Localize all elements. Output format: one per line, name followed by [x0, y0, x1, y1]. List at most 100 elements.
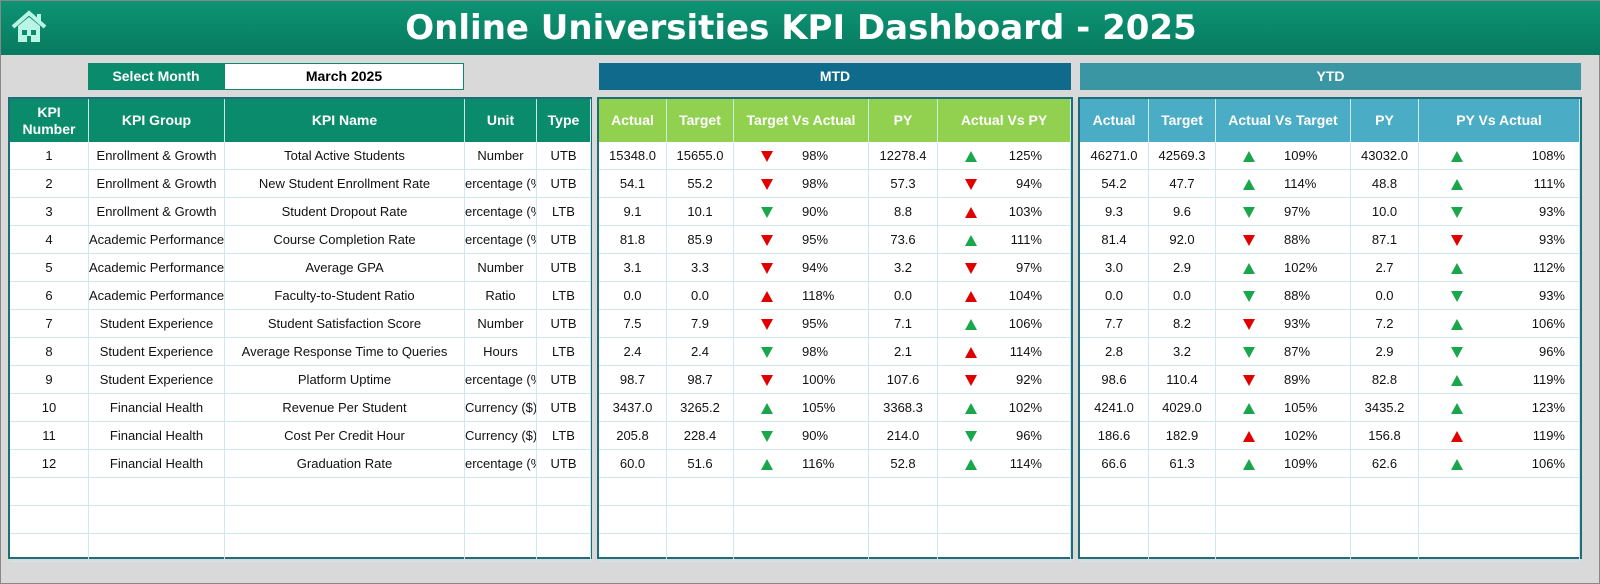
- percent-value: 111%: [1533, 176, 1565, 191]
- triangle-down-icon: [761, 375, 773, 386]
- percent-value: 97%: [1284, 204, 1311, 219]
- table-cell: 119%: [1419, 422, 1580, 450]
- triangle-down-icon: [1451, 207, 1463, 218]
- triangle-up-icon: [965, 459, 977, 470]
- table-cell: 96%: [1419, 338, 1580, 366]
- table-cell: 114%: [938, 338, 1071, 366]
- empty-cell: [1149, 506, 1216, 534]
- percent-value: 97%: [1015, 260, 1042, 275]
- table-cell: 102%: [1216, 254, 1351, 282]
- table-cell: 0.0: [1080, 282, 1149, 310]
- triangle-up-icon: [1451, 319, 1463, 330]
- kpi-info-table: KPI Number KPI Group KPI Name Unit Type 1 Enro…: [8, 97, 592, 562]
- triangle-up-icon: [761, 459, 773, 470]
- table-cell: Academic Performance: [89, 226, 225, 254]
- table-cell: Total Active Students: [225, 142, 465, 170]
- table-cell: Student Experience: [89, 338, 225, 366]
- triangle-up-icon: [965, 151, 977, 162]
- empty-cell: [599, 506, 667, 534]
- select-month-label: Select Month: [88, 63, 224, 90]
- table-cell: Student Experience: [89, 366, 225, 394]
- table-cell: 9.3: [1080, 198, 1149, 226]
- table-cell: UTB: [537, 142, 591, 170]
- home-icon[interactable]: [9, 9, 49, 45]
- table-cell: UTB: [537, 254, 591, 282]
- table-cell: 0.0: [869, 282, 938, 310]
- percent-value: 123%: [1531, 400, 1565, 415]
- percent-value: 92%: [1015, 372, 1042, 387]
- table-cell: Student Dropout Rate: [225, 198, 465, 226]
- table-cell: 108%: [1419, 142, 1580, 170]
- empty-cell: [225, 506, 465, 534]
- triangle-down-icon: [965, 263, 977, 274]
- table-cell: 12: [10, 450, 89, 478]
- table-cell: LTB: [537, 422, 591, 450]
- table-cell: 7: [10, 310, 89, 338]
- triangle-down-icon: [761, 179, 773, 190]
- table-cell: 94%: [734, 254, 869, 282]
- percent-value: 90%: [802, 204, 829, 219]
- table-cell: 55.2: [667, 170, 734, 198]
- table-cell: 102%: [1216, 422, 1351, 450]
- table-cell: 10.1: [667, 198, 734, 226]
- triangle-down-icon: [761, 263, 773, 274]
- empty-cell: [734, 534, 869, 562]
- table-cell: Currency ($): [465, 422, 537, 450]
- table-cell: Number: [465, 254, 537, 282]
- triangle-up-icon: [1451, 375, 1463, 386]
- triangle-down-icon: [1451, 235, 1463, 246]
- percent-value: 87%: [1284, 344, 1311, 359]
- percent-value: 88%: [1284, 232, 1311, 247]
- table-cell: 2.9: [1351, 338, 1419, 366]
- table-cell: 3.1: [599, 254, 667, 282]
- percent-value: 111%: [1010, 232, 1042, 247]
- table-cell: 7.9: [667, 310, 734, 338]
- table-cell: 88%: [1216, 226, 1351, 254]
- triangle-down-icon: [761, 319, 773, 330]
- percent-value: 94%: [1015, 176, 1042, 191]
- column-header: PY: [869, 99, 938, 142]
- table-cell: 2.1: [869, 338, 938, 366]
- table-cell: Financial Health: [89, 450, 225, 478]
- table-cell: ercentage (%: [465, 198, 537, 226]
- table-cell: Financial Health: [89, 422, 225, 450]
- table-cell: LTB: [537, 338, 591, 366]
- triangle-down-icon: [1243, 207, 1255, 218]
- triangle-down-icon: [1451, 291, 1463, 302]
- month-dropdown[interactable]: March 2025: [224, 63, 464, 90]
- percent-value: 93%: [1538, 288, 1565, 303]
- column-header: PY: [1351, 99, 1419, 142]
- column-header: Actual Vs PY: [938, 99, 1071, 142]
- triangle-down-icon: [1243, 347, 1255, 358]
- table-cell: 48.8: [1351, 170, 1419, 198]
- empty-cell: [869, 506, 938, 534]
- empty-cell: [869, 478, 938, 506]
- table-cell: 98%: [734, 338, 869, 366]
- table-cell: 9.6: [1149, 198, 1216, 226]
- table-cell: Revenue Per Student: [225, 394, 465, 422]
- table-cell: UTB: [537, 310, 591, 338]
- empty-cell: [599, 534, 667, 562]
- percent-value: 109%: [1284, 456, 1318, 471]
- column-header: KPI Group: [89, 99, 225, 142]
- table-cell: 0.0: [599, 282, 667, 310]
- table-cell: 93%: [1419, 198, 1580, 226]
- table-cell: 182.9: [1149, 422, 1216, 450]
- table-cell: 8: [10, 338, 89, 366]
- table-cell: 106%: [1419, 450, 1580, 478]
- table-cell: 51.6: [667, 450, 734, 478]
- table-cell: Graduation Rate: [225, 450, 465, 478]
- table-cell: Financial Health: [89, 394, 225, 422]
- table-cell: 111%: [938, 226, 1071, 254]
- empty-cell: [734, 506, 869, 534]
- percent-value: 102%: [1284, 428, 1318, 443]
- triangle-up-icon: [965, 235, 977, 246]
- table-cell: 2.7: [1351, 254, 1419, 282]
- triangle-down-icon: [1243, 375, 1255, 386]
- percent-value: 88%: [1284, 288, 1311, 303]
- empty-cell: [225, 478, 465, 506]
- percent-value: 100%: [802, 372, 836, 387]
- table-cell: 119%: [1419, 366, 1580, 394]
- column-header: KPI Name: [225, 99, 465, 142]
- table-cell: 105%: [734, 394, 869, 422]
